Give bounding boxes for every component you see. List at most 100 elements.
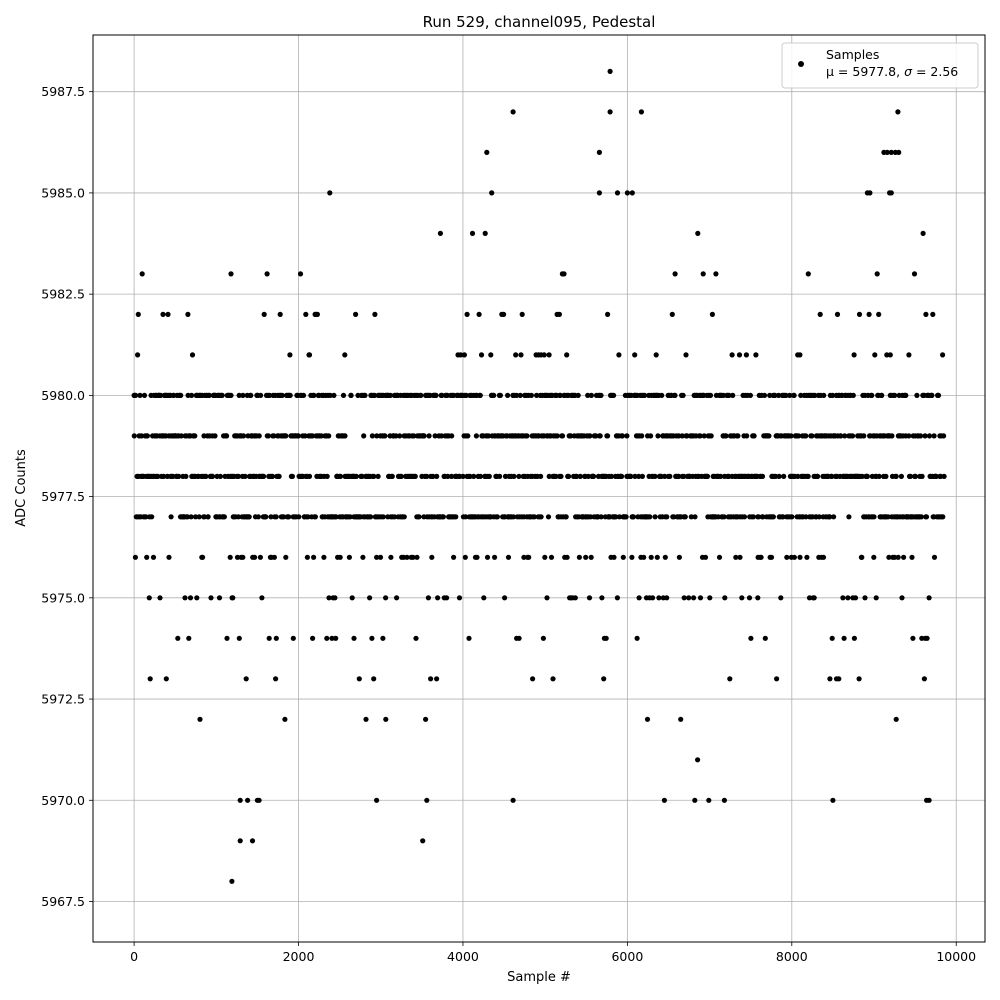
data-point	[261, 473, 267, 479]
data-point	[735, 433, 741, 439]
data-point	[871, 554, 877, 560]
data-point-outlier	[327, 190, 333, 196]
data-point	[264, 271, 270, 277]
data-point	[513, 352, 519, 358]
data-point	[774, 676, 780, 682]
data-points	[131, 68, 947, 884]
data-point	[435, 595, 441, 601]
data-point	[851, 635, 858, 641]
data-point	[883, 473, 889, 479]
data-point	[639, 473, 646, 479]
data-point	[568, 433, 574, 439]
data-point	[409, 392, 415, 398]
data-point	[811, 595, 817, 601]
data-point	[683, 352, 689, 358]
data-point	[514, 392, 520, 398]
data-point	[816, 514, 822, 520]
data-point	[812, 392, 818, 398]
x-axis-label: Sample #	[507, 970, 571, 985]
plot-frame	[92, 34, 986, 943]
data-point	[302, 433, 308, 439]
data-point	[732, 473, 738, 479]
data-point	[426, 433, 432, 439]
data-point	[691, 595, 697, 601]
data-point	[371, 676, 377, 682]
data-point	[846, 514, 852, 520]
data-point	[465, 433, 471, 439]
data-point	[158, 392, 164, 398]
data-point	[434, 473, 440, 479]
data-point	[874, 271, 880, 277]
data-point	[374, 433, 380, 439]
data-point	[678, 716, 684, 722]
data-point	[224, 635, 230, 641]
data-point	[836, 676, 842, 682]
data-point	[478, 352, 485, 358]
data-point	[585, 392, 591, 398]
data-point	[639, 433, 645, 439]
data-point	[458, 352, 464, 358]
data-point	[670, 514, 676, 520]
y-axis-label: ADC Counts	[14, 449, 29, 527]
data-point	[611, 554, 617, 560]
data-point	[135, 473, 142, 479]
data-point	[258, 392, 264, 398]
data-point	[632, 473, 638, 479]
legend-stats: μ = 5977.8, σ = 2.56	[826, 64, 958, 79]
data-point	[359, 473, 365, 479]
data-point	[281, 514, 287, 520]
data-point	[809, 433, 815, 439]
data-point	[266, 392, 273, 398]
data-point	[534, 392, 540, 398]
data-point	[477, 392, 483, 398]
data-point	[236, 635, 242, 641]
data-point	[722, 595, 728, 601]
data-point	[909, 554, 915, 560]
data-point	[161, 473, 167, 479]
data-point	[481, 514, 487, 520]
data-point	[893, 716, 899, 722]
data-point	[212, 433, 218, 439]
data-point	[182, 433, 188, 439]
data-point	[823, 514, 829, 520]
data-point	[665, 473, 671, 479]
data-point	[388, 554, 394, 560]
data-point	[183, 473, 189, 479]
data-point	[182, 595, 188, 601]
data-point	[517, 392, 523, 398]
data-point-outlier	[484, 149, 490, 155]
data-point	[701, 392, 707, 398]
data-point-outlier	[706, 797, 712, 803]
data-point	[550, 676, 556, 682]
data-point	[906, 433, 912, 439]
data-point	[413, 635, 419, 641]
data-point	[423, 716, 429, 722]
data-point	[636, 595, 642, 601]
data-point	[205, 514, 211, 520]
data-point	[695, 230, 701, 236]
data-point	[652, 473, 658, 479]
data-point	[588, 514, 594, 520]
data-point	[283, 554, 289, 560]
data-point	[135, 352, 141, 358]
data-point	[688, 514, 694, 520]
data-point	[437, 230, 443, 236]
y-tick-label: 5967.5	[41, 894, 85, 909]
data-point	[758, 554, 764, 560]
data-point	[427, 392, 433, 398]
data-point	[433, 392, 439, 398]
data-point-outlier	[424, 797, 430, 803]
data-point	[741, 514, 748, 520]
data-point	[430, 473, 436, 479]
data-point	[440, 514, 446, 520]
data-point	[361, 433, 367, 439]
data-point	[804, 554, 810, 560]
data-point	[585, 473, 592, 479]
data-point	[445, 473, 451, 479]
data-point	[380, 635, 386, 641]
data-point	[723, 433, 729, 439]
data-point	[528, 392, 535, 398]
data-point	[230, 595, 236, 601]
data-point	[434, 676, 440, 682]
data-point	[444, 595, 450, 601]
